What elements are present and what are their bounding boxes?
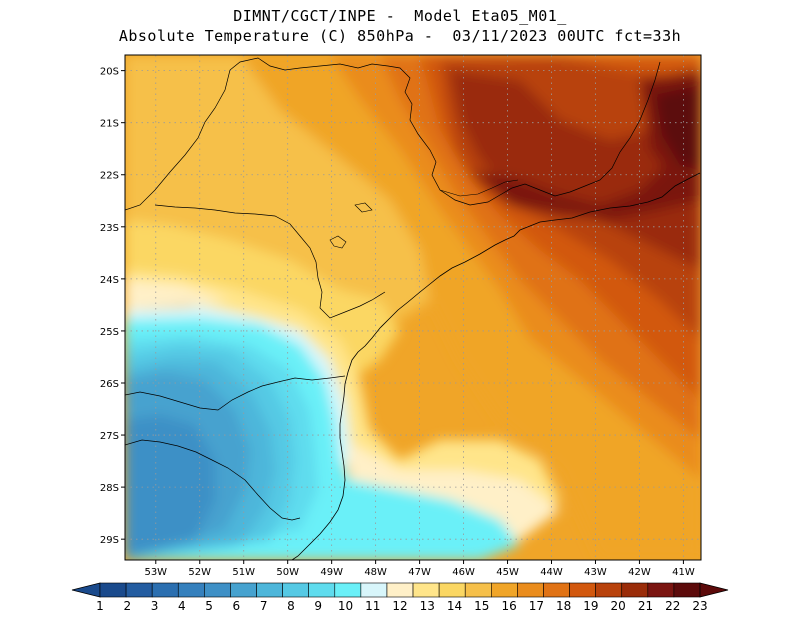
colorbar-swatch	[491, 582, 518, 598]
colorbar-label: 5	[205, 599, 213, 613]
lon-label: 45W	[496, 567, 519, 578]
lon-label: 51W	[232, 567, 255, 578]
colorbar-label: 18	[556, 599, 571, 613]
lon-label: 43W	[584, 567, 607, 578]
temperature-band	[125, 280, 230, 310]
lon-label: 46W	[452, 567, 475, 578]
colorbar-label: 13	[420, 599, 435, 613]
temperature-band	[450, 70, 701, 270]
lon-label: 52W	[188, 567, 211, 578]
colorbar-label: 9	[314, 599, 322, 613]
state-border-ms-sp	[125, 69, 231, 211]
colorbar-swatch	[647, 582, 675, 598]
map-title-line-1: DIMNT/CGCT/INPE - Model Eta05_M01_	[233, 7, 567, 25]
lat-label: 22S	[100, 171, 119, 182]
colorbar-swatch	[256, 582, 283, 598]
boundaries	[125, 57, 701, 560]
longitude-labels: 53W 52W 51W 50W 49W 48W 47W 46W 45W 44W 43W 42W 41W	[144, 560, 695, 578]
colorbar-swatch	[282, 582, 309, 598]
lat-label: 23S	[100, 223, 119, 234]
lon-label: 50W	[276, 567, 299, 578]
colorbar-label: 14	[447, 599, 462, 613]
colorbar-swatch	[412, 582, 440, 598]
state-border-pr-sc	[125, 375, 346, 411]
lon-label: 47W	[408, 567, 431, 578]
state-border-sc-rs	[125, 439, 301, 521]
lat-label: 21S	[100, 119, 119, 130]
river-paranapanema	[439, 179, 519, 197]
colorbar-label: 3	[151, 599, 159, 613]
lat-label: 26S	[100, 379, 119, 390]
colorbar-swatch	[360, 582, 388, 598]
colorbar-swatch	[464, 582, 492, 598]
lon-label: 41W	[672, 567, 695, 578]
colorbar-label: 23	[692, 599, 707, 613]
lon-label: 42W	[628, 567, 651, 578]
colorbar-label: 11	[365, 599, 380, 613]
plot-frame	[124, 54, 702, 561]
temperature-band	[125, 55, 430, 320]
colorbar-under-arrow	[71, 582, 101, 598]
colorbar: 1 2 3 4 5 6 7 8 9 10 11 12 13 14 15 16 17 18 19 20 21 22 23	[71, 582, 729, 613]
latitude-labels: 20S 21S 22S 23S 24S 25S 26S 27S 28S 29S	[100, 67, 125, 546]
coastline	[291, 172, 701, 560]
state-border-mg-sp	[229, 57, 661, 206]
colorbar-swatch	[673, 582, 701, 598]
colorbar-label: 21	[638, 599, 653, 613]
colorbar-over-arrow	[699, 582, 729, 598]
lon-label: 49W	[320, 567, 343, 578]
colorbar-label: 8	[287, 599, 295, 613]
colorbar-swatch	[125, 582, 153, 598]
temperature-band	[125, 415, 215, 555]
colorbar-label: 15	[474, 599, 489, 613]
colorbar-swatch	[621, 582, 649, 598]
colorbar-swatch	[204, 582, 231, 598]
lat-label: 24S	[100, 275, 119, 286]
colorbar-swatch	[543, 582, 570, 598]
temperature-band	[345, 440, 560, 540]
colorbar-swatch	[569, 582, 596, 598]
colorbar-swatch	[595, 582, 623, 598]
temperature-field	[125, 55, 701, 560]
map-title-line-2: Absolute Temperature (C) 850hPa - 03/11/…	[118, 27, 682, 45]
colorbar-label: 16	[501, 599, 516, 613]
colorbar-swatch	[334, 582, 362, 598]
colorbar-swatch	[151, 582, 179, 598]
colorbar-label: 1	[96, 599, 104, 613]
lat-label: 29S	[100, 535, 119, 546]
colorbar-label: 20	[611, 599, 626, 613]
colorbar-label: 17	[529, 599, 544, 613]
colorbar-label: 10	[338, 599, 353, 613]
lagoon-outline	[329, 202, 373, 249]
state-border-pr-sp	[154, 204, 386, 319]
colorbar-swatch	[308, 582, 336, 598]
colorbar-swatch	[386, 582, 414, 598]
temperature-band	[470, 150, 701, 220]
lat-label: 25S	[100, 327, 119, 338]
colorbar-swatch	[230, 582, 257, 598]
lon-label: 44W	[540, 567, 563, 578]
colorbar-label: 4	[178, 599, 186, 613]
colorbar-swatch	[517, 582, 544, 598]
lat-label: 28S	[100, 483, 119, 494]
colorbar-label: 19	[583, 599, 598, 613]
colorbar-swatch	[99, 582, 127, 598]
colorbar-swatch	[177, 582, 205, 598]
colorbar-label: 22	[665, 599, 680, 613]
colorbar-label: 7	[260, 599, 268, 613]
lon-label: 48W	[364, 567, 387, 578]
colorbar-label: 12	[392, 599, 407, 613]
lon-label: 53W	[144, 567, 167, 578]
lat-label: 20S	[100, 67, 119, 78]
colorbar-label: 6	[233, 599, 241, 613]
lat-label: 27S	[100, 431, 119, 442]
colorbar-label: 2	[123, 599, 131, 613]
temperature-band	[655, 85, 701, 170]
colorbar-swatch	[438, 582, 466, 598]
